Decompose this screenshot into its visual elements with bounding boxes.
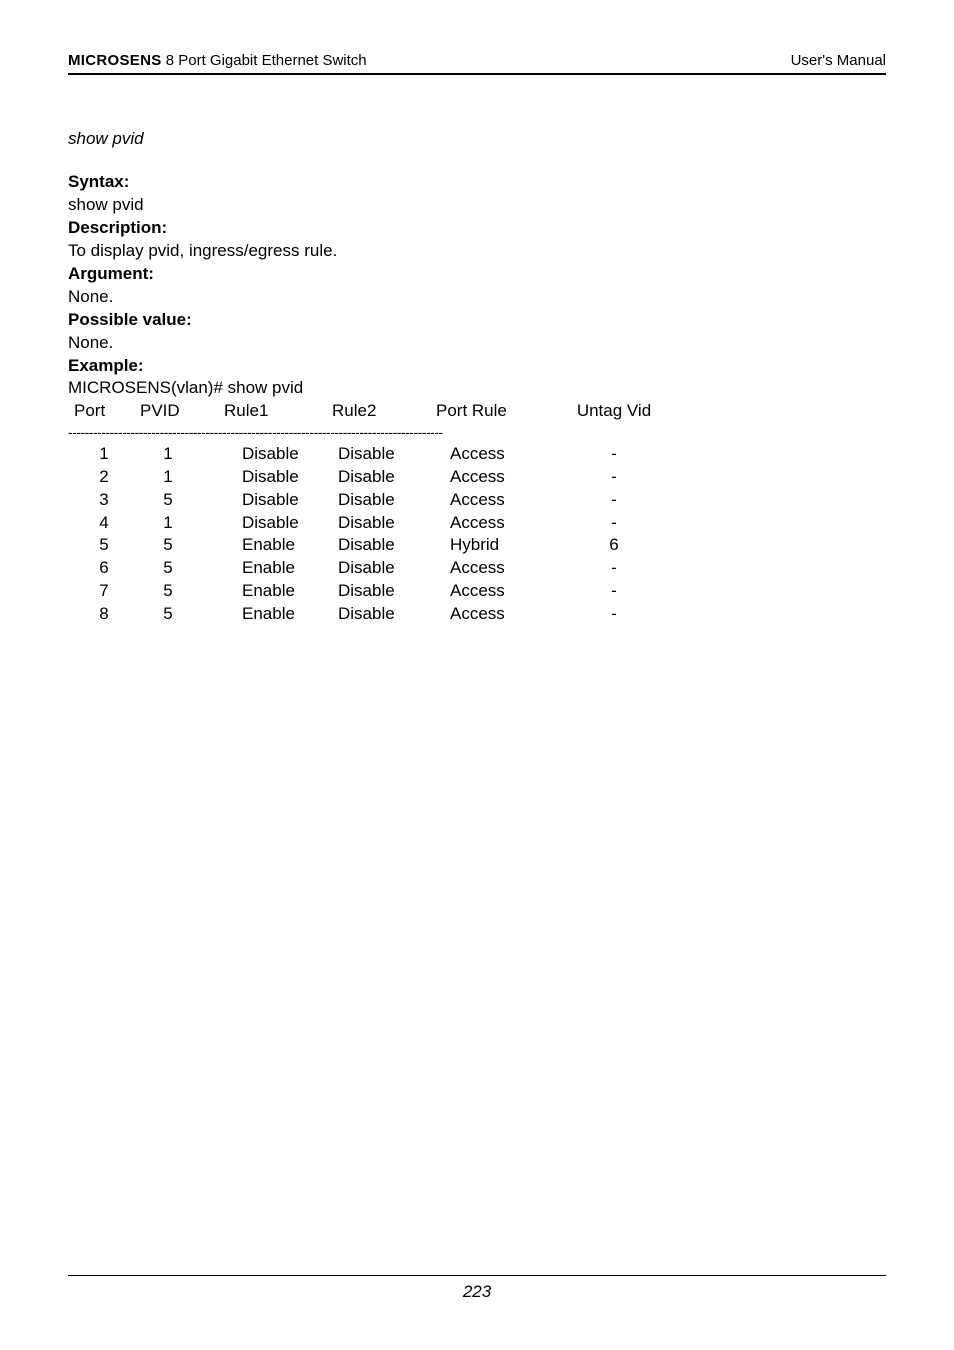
cell-portrule: Access — [436, 557, 564, 580]
table-row: 55EnableDisableHybrid6 — [68, 534, 886, 557]
cell-untag: 6 — [564, 534, 664, 557]
cell-portrule: Hybrid — [436, 534, 564, 557]
cell-rule1: Enable — [224, 557, 332, 580]
cell-port: 2 — [68, 466, 140, 489]
cell-rule2: Disable — [332, 603, 436, 626]
description-label: Description: — [68, 217, 886, 240]
cell-rule1: Disable — [224, 466, 332, 489]
cell-port: 3 — [68, 489, 140, 512]
syntax-label: Syntax: — [68, 171, 886, 194]
cell-pvid: 1 — [140, 466, 224, 489]
syntax-value: show pvid — [68, 194, 886, 217]
brand-name: MICROSENS — [68, 52, 162, 69]
cell-portrule: Access — [436, 489, 564, 512]
cell-port: 6 — [68, 557, 140, 580]
cell-portrule: Access — [436, 580, 564, 603]
cell-portrule: Access — [436, 512, 564, 535]
description-value: To display pvid, ingress/egress rule. — [68, 240, 886, 263]
col-header-pvid: PVID — [140, 400, 224, 423]
table-row: 75EnableDisableAccess- — [68, 580, 886, 603]
cell-pvid: 5 — [140, 534, 224, 557]
cell-pvid: 5 — [140, 489, 224, 512]
table-row: 65EnableDisableAccess- — [68, 557, 886, 580]
cell-untag: - — [564, 603, 664, 626]
cell-rule2: Disable — [332, 534, 436, 557]
possible-value: None. — [68, 332, 886, 355]
cell-pvid: 5 — [140, 580, 224, 603]
header-left: MICROSENS 8 Port Gigabit Ethernet Switch — [68, 52, 367, 69]
product-name: 8 Port Gigabit Ethernet Switch — [162, 52, 367, 69]
header-right: User's Manual — [791, 52, 886, 69]
cell-rule1: Disable — [224, 512, 332, 535]
cell-port: 1 — [68, 443, 140, 466]
argument-label: Argument: — [68, 263, 886, 286]
cell-pvid: 5 — [140, 557, 224, 580]
cell-rule2: Disable — [332, 557, 436, 580]
table-rows: 11DisableDisableAccess-21DisableDisableA… — [68, 443, 886, 627]
possible-label: Possible value: — [68, 309, 886, 332]
cell-port: 5 — [68, 534, 140, 557]
cell-port: 7 — [68, 580, 140, 603]
table-divider: ----------------------------------------… — [68, 425, 668, 440]
cell-untag: - — [564, 512, 664, 535]
cell-portrule: Access — [436, 466, 564, 489]
cell-pvid: 1 — [140, 443, 224, 466]
col-header-rule2: Rule2 — [332, 400, 436, 423]
cell-rule2: Disable — [332, 443, 436, 466]
cell-rule2: Disable — [332, 580, 436, 603]
footer: 223 — [68, 1275, 886, 1302]
page-number: 223 — [68, 1275, 886, 1302]
cell-untag: - — [564, 557, 664, 580]
page-container: MICROSENS 8 Port Gigabit Ethernet Switch… — [0, 0, 954, 1350]
command-title: show pvid — [68, 129, 886, 149]
col-header-untag: Untag Vid — [564, 400, 664, 423]
cell-pvid: 1 — [140, 512, 224, 535]
argument-value: None. — [68, 286, 886, 309]
table-row: 21DisableDisableAccess- — [68, 466, 886, 489]
cell-rule2: Disable — [332, 466, 436, 489]
example-label: Example: — [68, 355, 886, 378]
header-bar: MICROSENS 8 Port Gigabit Ethernet Switch… — [68, 52, 886, 75]
col-header-rule1: Rule1 — [224, 400, 332, 423]
col-header-portrule: Port Rule — [436, 400, 564, 423]
cell-untag: - — [564, 466, 664, 489]
syntax-section: Syntax: show pvid Description: To displa… — [68, 171, 886, 400]
col-header-port: Port — [68, 400, 140, 423]
cell-rule1: Disable — [224, 489, 332, 512]
pvid-table: Port PVID Rule1 Rule2 Port Rule Untag Vi… — [68, 400, 886, 626]
cell-port: 4 — [68, 512, 140, 535]
cell-rule1: Disable — [224, 443, 332, 466]
cell-portrule: Access — [436, 603, 564, 626]
table-row: 41DisableDisableAccess- — [68, 512, 886, 535]
cell-untag: - — [564, 489, 664, 512]
cell-rule2: Disable — [332, 489, 436, 512]
cell-untag: - — [564, 580, 664, 603]
cell-port: 8 — [68, 603, 140, 626]
cell-portrule: Access — [436, 443, 564, 466]
cell-rule1: Enable — [224, 534, 332, 557]
table-row: 11DisableDisableAccess- — [68, 443, 886, 466]
table-header-row: Port PVID Rule1 Rule2 Port Rule Untag Vi… — [68, 400, 886, 423]
table-row: 85EnableDisableAccess- — [68, 603, 886, 626]
cell-rule2: Disable — [332, 512, 436, 535]
cell-pvid: 5 — [140, 603, 224, 626]
table-row: 35DisableDisableAccess- — [68, 489, 886, 512]
cell-untag: - — [564, 443, 664, 466]
example-prompt: MICROSENS(vlan)# show pvid — [68, 377, 886, 400]
cell-rule1: Enable — [224, 580, 332, 603]
cell-rule1: Enable — [224, 603, 332, 626]
